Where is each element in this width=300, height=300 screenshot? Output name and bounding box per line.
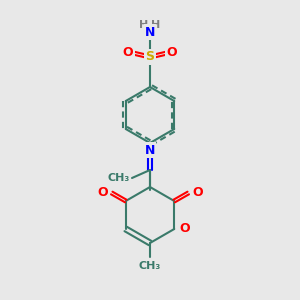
Text: O: O <box>192 187 203 200</box>
Text: H: H <box>152 20 160 30</box>
Text: N: N <box>145 26 155 38</box>
Text: O: O <box>179 223 190 236</box>
Text: N: N <box>145 143 155 157</box>
Text: O: O <box>167 46 177 59</box>
Text: O: O <box>97 187 108 200</box>
Text: H: H <box>140 20 148 30</box>
Text: O: O <box>123 46 133 59</box>
Text: CH₃: CH₃ <box>108 173 130 183</box>
Text: S: S <box>146 50 154 64</box>
Text: CH₃: CH₃ <box>139 261 161 271</box>
